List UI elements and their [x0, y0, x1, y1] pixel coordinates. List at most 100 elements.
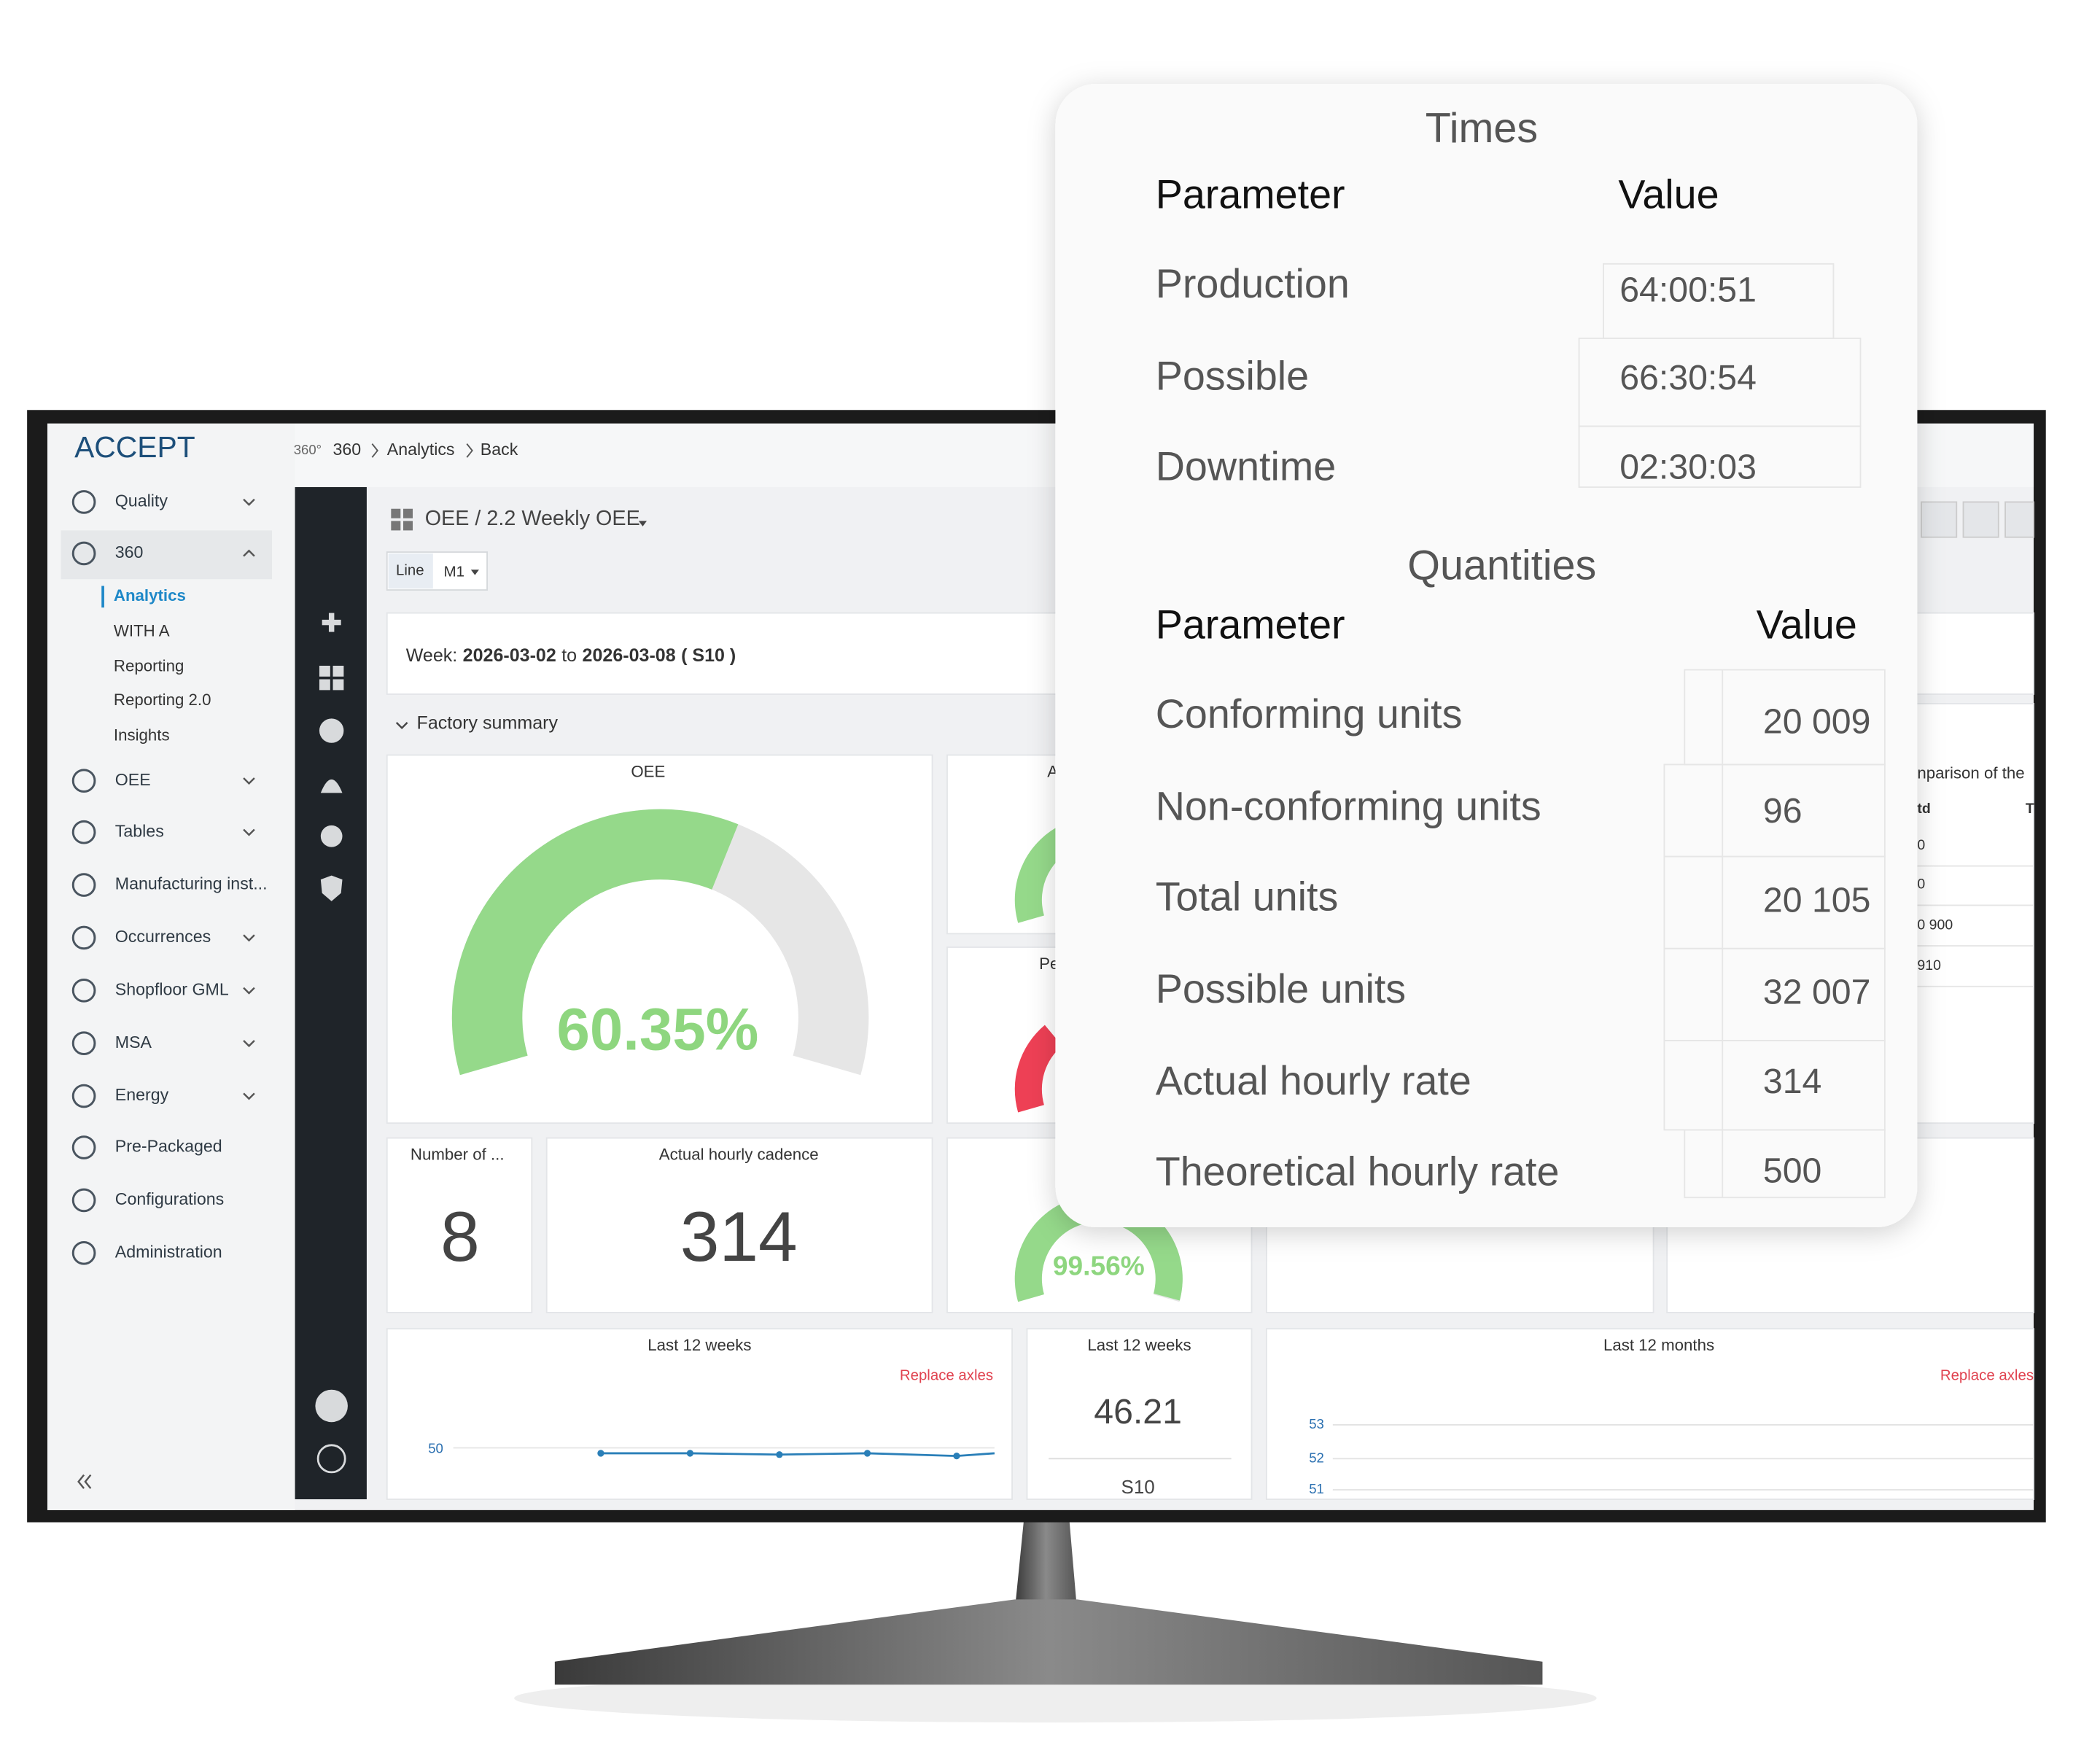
y-tick-label: 50 — [428, 1440, 443, 1456]
row-value: 64:00:51 — [1619, 271, 1757, 310]
stand-neck — [1014, 1515, 1078, 1611]
breadcrumb[interactable]: Analytics — [387, 440, 455, 459]
chevron — [395, 722, 408, 730]
menu-item[interactable]: Energy — [115, 1085, 169, 1104]
grid-icon — [391, 508, 413, 531]
card-action[interactable]: Replace axles — [900, 1368, 993, 1384]
popup-cells — [1578, 263, 1886, 1199]
row-label: Possible — [1156, 353, 1309, 398]
sidebar — [47, 423, 295, 1510]
row-label: Production — [1156, 261, 1350, 306]
menu-item[interactable]: Manufacturing inst... — [115, 874, 268, 893]
menu-icon — [71, 820, 96, 844]
row-value: 02:30:03 — [1619, 448, 1757, 487]
row-label: Total units — [1156, 874, 1339, 920]
menu-item[interactable]: 360 — [115, 543, 144, 561]
row-value: 66:30:54 — [1619, 358, 1757, 397]
column-header: Parameter — [1156, 602, 1345, 648]
table-cell: 910 — [1917, 957, 1941, 973]
menu-icon — [71, 1188, 96, 1213]
card-title: Last 12 months — [1603, 1336, 1714, 1354]
y-tick-label: 51 — [1309, 1481, 1324, 1496]
card-title: Last 12 weeks — [1087, 1336, 1191, 1354]
week-part: 2026-03-02 — [463, 645, 556, 666]
week-part: ( S10 ) — [681, 645, 736, 666]
card-title: Actual hourly cadence — [659, 1146, 819, 1164]
row-value: 32 007 — [1763, 973, 1871, 1012]
card-action[interactable]: Replace axles — [1940, 1368, 2034, 1384]
dashboard-title[interactable]: OEE / 2.2 Weekly OEE — [425, 507, 640, 530]
row-label: Downtime — [1156, 444, 1336, 489]
chevron — [243, 498, 255, 506]
section-title: Quantities — [1407, 543, 1596, 589]
menu-icon — [71, 873, 96, 897]
week-range: Week: 2026-03-02 to 2026-03-08( S10 ) — [406, 645, 736, 666]
grid-lines — [1332, 1424, 2034, 1491]
week-part: Week: — [406, 645, 458, 666]
toolbar-buttons[interactable] — [1921, 501, 2034, 538]
submenu-item[interactable]: Insights — [114, 726, 170, 744]
row-value: 314 — [1763, 1062, 1821, 1101]
table-header: T — [2026, 801, 2034, 817]
trend-dots — [597, 1450, 960, 1460]
row-label: Theoretical hourly rate — [1156, 1149, 1560, 1194]
trend-line — [600, 1452, 995, 1458]
filter-value[interactable]: M1 — [444, 564, 464, 580]
section-title[interactable]: Factory summary — [417, 712, 559, 733]
caret — [470, 570, 479, 575]
chevron — [243, 828, 255, 836]
submenu-item[interactable]: WITH A — [114, 621, 170, 640]
gauge-fill — [451, 809, 739, 1076]
card-title: nparison of the — [1917, 763, 2024, 782]
table-cell: 0 — [1917, 837, 1925, 853]
menu-icon — [71, 978, 96, 1003]
submenu-item[interactable]: Reporting 2.0 — [114, 691, 211, 709]
breadcrumb[interactable]: 360 — [333, 440, 362, 459]
table-header: td — [1917, 801, 1930, 817]
menu-item[interactable]: Administration — [115, 1242, 222, 1261]
menu-item[interactable]: Configurations — [115, 1189, 225, 1208]
breadcrumb-icon: 360° — [294, 442, 322, 457]
collapse-icon[interactable] — [77, 1474, 92, 1489]
row-value: 500 — [1763, 1151, 1821, 1191]
logo: ACCEPT — [74, 430, 195, 464]
menu-item[interactable]: Pre-Packaged — [115, 1137, 222, 1156]
column-header: Value — [1757, 602, 1857, 648]
chevron — [243, 549, 255, 557]
row-value: 20 009 — [1763, 702, 1871, 742]
column-header: Parameter — [1156, 172, 1345, 217]
menu-item[interactable]: MSA — [115, 1033, 152, 1052]
menu-item[interactable]: OEE — [115, 770, 151, 789]
row-value: 20 105 — [1763, 880, 1871, 920]
menu-icon — [71, 490, 96, 514]
popup-card — [1055, 84, 1918, 1228]
caret — [638, 521, 648, 526]
submenu-marker — [101, 586, 104, 608]
table-cell: 0 900 — [1917, 917, 1953, 933]
submenu-item[interactable]: Reporting — [114, 657, 184, 675]
menu-item[interactable]: Occurrences — [115, 927, 211, 946]
breadcrumb[interactable]: Back — [481, 440, 518, 459]
filter-label-bg — [388, 553, 433, 589]
kpi-value: 314 — [680, 1198, 798, 1276]
gauge-value: 99.56% — [1053, 1251, 1145, 1281]
menu-item[interactable]: Tables — [115, 821, 164, 840]
y-tick-label: 52 — [1309, 1450, 1324, 1465]
filter-label: Line — [396, 562, 424, 578]
week-part: to — [561, 645, 577, 666]
menu-item[interactable]: Quality — [115, 491, 168, 510]
breadcrumb-sep — [466, 443, 473, 458]
row-label: Non-conforming units — [1156, 783, 1541, 828]
kpi-value: 8 — [440, 1198, 480, 1276]
chevron — [243, 1040, 255, 1048]
menu-item[interactable]: Shopfloor GML — [115, 979, 229, 998]
row-label: Possible units — [1156, 966, 1406, 1011]
chevron — [243, 1092, 255, 1100]
menu-icon — [71, 1031, 96, 1056]
stand-shadow — [514, 1674, 1597, 1723]
chevron — [243, 777, 255, 785]
submenu-item[interactable]: Analytics — [114, 586, 186, 605]
row-label: Actual hourly rate — [1156, 1058, 1471, 1103]
